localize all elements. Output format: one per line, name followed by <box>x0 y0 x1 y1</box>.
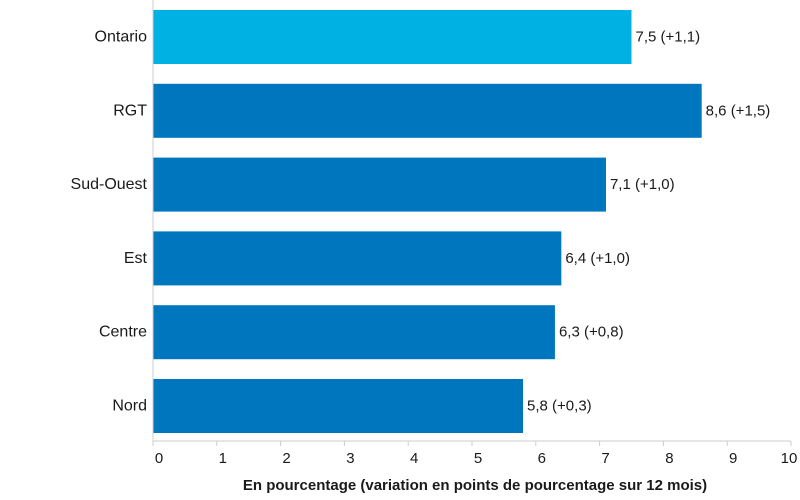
category-label: Ontario <box>95 29 148 46</box>
x-tick-label: 8 <box>665 450 673 467</box>
x-tick-label: 10 <box>781 450 798 467</box>
bar-est <box>153 231 562 286</box>
x-tick-label: 2 <box>282 450 290 467</box>
value-label: 6,4 (+1,0) <box>565 250 630 267</box>
bar-sud-ouest <box>153 157 606 212</box>
x-axis-ticks: 0 1 2 3 4 5 6 7 8 9 10 <box>152 441 798 467</box>
x-tick-label: 4 <box>410 450 418 467</box>
x-tick-label: 7 <box>601 450 609 467</box>
x-tick-label: 1 <box>219 450 227 467</box>
x-tick-label: 0 <box>155 450 163 467</box>
category-labels: Ontario RGT Sud-Ouest Est Centre Nord <box>71 29 148 415</box>
x-tick-label: 5 <box>474 450 482 467</box>
category-label: RGT <box>113 102 147 119</box>
category-label: Sud-Ouest <box>71 176 148 193</box>
value-label: 8,6 (+1,5) <box>706 102 771 119</box>
x-tick-label: 3 <box>346 450 354 467</box>
bar-ontario <box>153 10 632 64</box>
x-tick-label: 9 <box>729 450 737 467</box>
bar-rgt <box>153 83 702 138</box>
value-label: 5,8 (+0,3) <box>527 398 592 415</box>
value-label: 7,5 (+1,1) <box>636 29 701 46</box>
category-label: Est <box>124 250 148 267</box>
value-labels: 7,5 (+1,1) 8,6 (+1,5) 7,1 (+1,0) 6,4 (+1,0)… <box>527 29 770 415</box>
bar-nord <box>153 379 524 433</box>
bar-centre <box>153 305 555 360</box>
category-label: Nord <box>112 398 147 415</box>
value-label: 7,1 (+1,0) <box>610 176 675 193</box>
value-label: 6,3 (+0,8) <box>559 324 624 341</box>
category-label: Centre <box>99 324 147 341</box>
x-axis-title: En pourcentage (variation en points de p… <box>243 477 707 494</box>
x-tick-label: 6 <box>538 450 546 467</box>
bars-group <box>153 10 702 433</box>
